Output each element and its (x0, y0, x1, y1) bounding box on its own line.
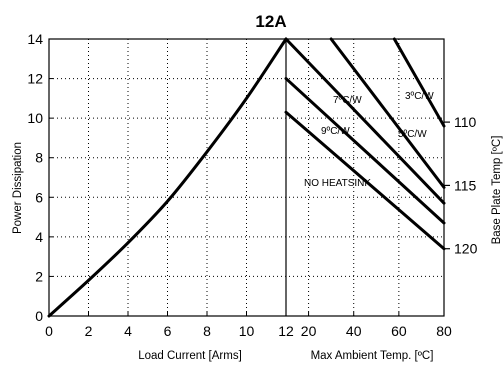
y-tick-label: 2 (35, 268, 43, 284)
left-x-tick-label: 4 (124, 323, 132, 339)
right-x-tick-label: 60 (391, 323, 407, 339)
label-7cw: 7ºC/W (333, 95, 362, 106)
y-tick-label: 4 (35, 229, 43, 245)
label-5cw: 5ºC/W (398, 129, 427, 140)
series-group (47, 37, 446, 318)
right-x-tick-label: 20 (301, 323, 317, 339)
left-x-tick-label: 0 (45, 323, 53, 339)
y-axis-label: Power Dissipation (12, 142, 24, 234)
left-x-tick-label: 6 (164, 323, 172, 339)
y-tick-label: 6 (35, 189, 43, 205)
right-x-tick-label: 12 (278, 323, 294, 339)
secondary-y-tick-label: 120 (454, 241, 478, 257)
derating-line-no-heatsink (284, 110, 446, 251)
right-x-axis-label: Max Ambient Temp. [ºC] (311, 350, 434, 362)
label-9cw: 9ºC/W (321, 126, 350, 137)
left-x-tick-label: 2 (85, 323, 93, 339)
secondary-y-axis-label: Base Plate Temp [ºC] (491, 136, 503, 245)
left-x-axis-label: Load Current [Arms] (138, 350, 242, 362)
right-x-tick-label: 40 (346, 323, 362, 339)
secondary-y-tick-label: 115 (454, 177, 477, 193)
right-x-tick-label: 80 (436, 323, 452, 339)
y-tick-label: 10 (27, 110, 43, 126)
ticks-group: 0 2 4 6 8 10 12 14 0 2 4 6 8 10 12 20 40 60 80 110 115 120 (27, 31, 477, 339)
derating-line-7-c-w (284, 37, 446, 205)
y-tick-label: 12 (27, 71, 43, 87)
y-tick-label: 8 (35, 150, 43, 166)
left-x-tick-label: 10 (239, 323, 255, 339)
derating-line-9-c-w (284, 77, 446, 225)
label-3cw: 3ºC/W (405, 91, 434, 102)
y-tick-label: 14 (27, 31, 43, 47)
chart-title: 12A (255, 12, 286, 31)
power-vs-current-curve (47, 37, 288, 318)
derating-line-3-c-w (392, 37, 446, 128)
grid (49, 39, 444, 316)
label-no-heatsink: NO HEATSINK (304, 178, 371, 189)
secondary-y-tick-label: 110 (454, 114, 477, 130)
plot-frame (48, 38, 445, 317)
left-x-tick-label: 8 (203, 323, 211, 339)
derating-line-5-c-w (329, 37, 446, 189)
y-tick-label: 0 (35, 308, 43, 324)
